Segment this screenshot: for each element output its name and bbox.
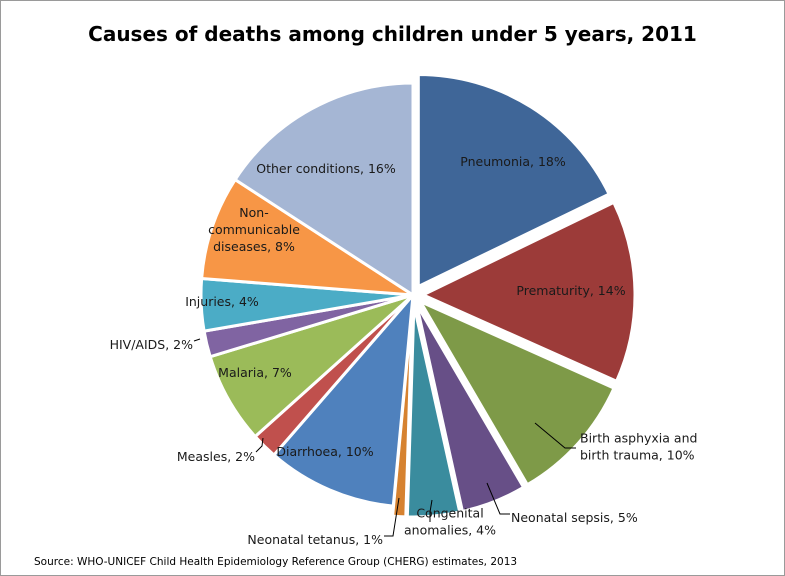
pie-slice-non-communicable-diseases xyxy=(200,178,415,297)
slice-label-malaria: Malaria, 7% xyxy=(218,365,292,380)
pie-slice-prematurity xyxy=(421,200,637,383)
pie-slice-neonatal-sepsis xyxy=(415,302,526,513)
slice-label-neonatal-sepsis: Neonatal sepsis, 5% xyxy=(511,510,638,525)
slice-label-non-communicable-diseases: Non-communicable diseases, 8% xyxy=(208,205,300,254)
slice-label-birth-asphyxia-and-birth-trauma: Birth asphyxia and birth trauma, 10% xyxy=(580,431,697,463)
leader-line-neonatal-tetanus xyxy=(384,497,400,537)
chart-title: Causes of deaths among children under 5 … xyxy=(88,22,697,46)
pie-slice-birth-asphyxia-and-birth-trauma xyxy=(418,300,616,487)
slice-label-injuries: Injuries, 4% xyxy=(185,294,259,309)
slice-label-diarrhoea: Diarrhoea, 10% xyxy=(276,444,373,459)
slice-label-hiv-aids: HIV/AIDS, 2% xyxy=(110,337,194,352)
slice-label-measles: Measles, 2% xyxy=(177,449,255,464)
slice-label-congenital-anomalies: Congenital anomalies, 4% xyxy=(404,506,496,538)
slice-label-prematurity: Prematurity, 14% xyxy=(516,283,625,298)
pie-slice-other-conditions xyxy=(233,81,415,297)
leader-line-hiv-aids xyxy=(193,338,201,342)
leader-line-birth-asphyxia-and-birth-trauma xyxy=(534,422,576,449)
leader-line-neonatal-sepsis xyxy=(486,482,510,515)
pie-slice-congenital-anomalies xyxy=(405,303,462,519)
slice-label-neonatal-tetanus: Neonatal tetanus, 1% xyxy=(247,532,383,547)
chart-source: Source: WHO-UNICEF Child Health Epidemio… xyxy=(34,556,518,568)
slice-label-other-conditions: Other conditions, 16% xyxy=(256,161,396,176)
pie-slice-diarrhoea xyxy=(272,293,415,508)
pie-slice-pneumonia xyxy=(416,73,611,289)
slice-label-pneumonia: Pneumonia, 18% xyxy=(460,154,566,169)
leader-line-measles xyxy=(255,437,264,453)
leader-line-congenital-anomalies xyxy=(429,499,433,522)
